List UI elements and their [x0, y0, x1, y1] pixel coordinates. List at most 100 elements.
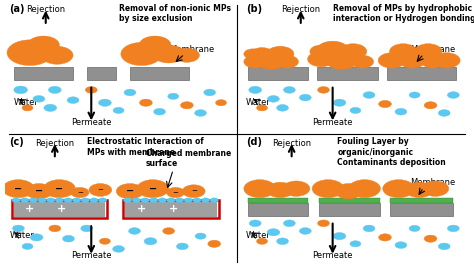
Circle shape — [90, 198, 98, 202]
Circle shape — [158, 198, 166, 202]
Circle shape — [113, 246, 125, 252]
Circle shape — [33, 96, 45, 102]
Bar — [14, 67, 73, 80]
Circle shape — [89, 183, 112, 196]
Text: (b): (b) — [246, 4, 262, 14]
Circle shape — [415, 44, 442, 59]
Circle shape — [277, 104, 289, 111]
Circle shape — [166, 187, 185, 198]
Circle shape — [12, 198, 20, 202]
Bar — [248, 67, 308, 80]
Bar — [126, 202, 217, 217]
Circle shape — [71, 187, 89, 198]
Circle shape — [25, 183, 53, 199]
Circle shape — [121, 42, 162, 65]
Circle shape — [383, 180, 415, 198]
Circle shape — [308, 52, 335, 67]
Text: +: + — [57, 204, 66, 214]
Text: Electrostatic Interaction of
MPs with membrane: Electrostatic Interaction of MPs with me… — [87, 137, 203, 157]
Circle shape — [64, 198, 72, 202]
Text: −: − — [191, 188, 197, 194]
Bar — [319, 198, 381, 203]
Text: Water: Water — [14, 97, 39, 107]
Text: Membrane: Membrane — [410, 45, 456, 54]
Circle shape — [312, 180, 344, 198]
Text: Rejection: Rejection — [281, 5, 320, 14]
Bar — [248, 198, 308, 203]
Circle shape — [447, 225, 459, 232]
Circle shape — [49, 225, 61, 232]
Circle shape — [249, 86, 262, 93]
Circle shape — [30, 234, 43, 241]
Circle shape — [124, 198, 132, 202]
Circle shape — [350, 107, 361, 113]
Circle shape — [409, 92, 420, 98]
Circle shape — [438, 243, 450, 250]
Circle shape — [128, 228, 140, 234]
Text: −: − — [173, 190, 178, 195]
Circle shape — [193, 198, 201, 202]
Circle shape — [283, 220, 295, 227]
Circle shape — [438, 110, 450, 116]
Circle shape — [216, 100, 227, 106]
Circle shape — [399, 53, 426, 68]
Text: Permeate: Permeate — [71, 252, 111, 261]
Circle shape — [378, 53, 405, 68]
Circle shape — [139, 36, 171, 54]
Circle shape — [85, 87, 97, 93]
Bar — [317, 67, 378, 80]
Text: Removal of non-ionic MPs
by size exclusion: Removal of non-ionic MPs by size exclusi… — [118, 4, 230, 23]
Text: Permeate: Permeate — [312, 118, 353, 127]
Text: Removal of MPs by hydrophobic
interaction or Hydrogen bonding: Removal of MPs by hydrophobic interactio… — [333, 4, 474, 23]
Circle shape — [363, 92, 375, 98]
Circle shape — [132, 198, 140, 202]
Circle shape — [100, 238, 110, 244]
Circle shape — [184, 198, 192, 202]
Circle shape — [27, 36, 59, 54]
Text: Fouling Layer by
organic/inorganic
Contaminants deposition: Fouling Layer by organic/inorganic Conta… — [337, 137, 446, 167]
Circle shape — [395, 108, 407, 115]
Circle shape — [351, 55, 374, 68]
Circle shape — [174, 48, 200, 62]
Bar — [387, 67, 456, 80]
Circle shape — [99, 99, 111, 106]
Circle shape — [405, 182, 433, 198]
Circle shape — [421, 55, 444, 68]
Circle shape — [283, 87, 295, 93]
Circle shape — [201, 198, 210, 202]
Circle shape — [257, 54, 285, 69]
Bar — [248, 203, 308, 215]
Circle shape — [447, 92, 459, 98]
Circle shape — [421, 181, 449, 196]
Circle shape — [433, 53, 460, 68]
Text: +: + — [25, 204, 35, 214]
Circle shape — [339, 44, 367, 59]
Circle shape — [283, 181, 310, 196]
Bar — [319, 203, 381, 215]
Text: (d): (d) — [246, 137, 262, 147]
Text: Rejection: Rejection — [35, 139, 74, 148]
Circle shape — [67, 97, 79, 104]
Bar — [14, 202, 105, 217]
Circle shape — [113, 107, 124, 113]
Circle shape — [251, 48, 273, 60]
Circle shape — [22, 243, 33, 249]
Circle shape — [81, 198, 90, 202]
Circle shape — [244, 180, 276, 198]
Circle shape — [204, 89, 216, 96]
Circle shape — [46, 198, 55, 202]
Circle shape — [379, 100, 392, 108]
Text: +: + — [137, 204, 146, 214]
Circle shape — [244, 49, 262, 59]
Circle shape — [167, 198, 175, 202]
Text: Water: Water — [9, 231, 34, 240]
Circle shape — [363, 225, 375, 232]
Text: Permeate: Permeate — [71, 118, 111, 127]
Circle shape — [14, 86, 27, 94]
Circle shape — [44, 180, 75, 198]
Circle shape — [256, 238, 267, 244]
Text: (c): (c) — [9, 137, 24, 147]
Circle shape — [326, 52, 358, 69]
Text: −: − — [77, 190, 83, 195]
Circle shape — [29, 198, 37, 202]
